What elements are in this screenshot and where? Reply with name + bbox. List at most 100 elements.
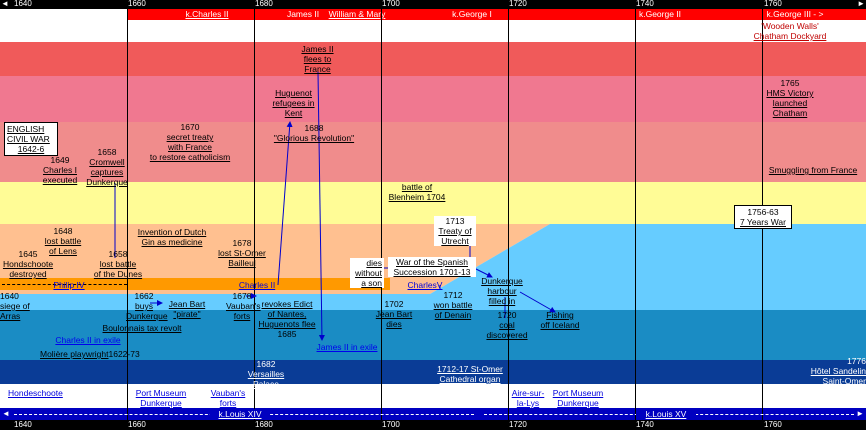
philip4-dashes — [2, 284, 127, 285]
war-spanish-succession-label[interactable]: War of the Spanish Succession 1701-13 — [388, 257, 476, 277]
battle-denain-label[interactable]: 1712 won battle of Denain — [433, 290, 473, 320]
chatham-dockyard-link[interactable]: Chatham Dockyard — [753, 31, 827, 41]
huguenot-refugees-label[interactable]: Huguenot refugees in Kent — [272, 88, 315, 118]
wooden-walls-label: 'Wooden Walls' — [761, 21, 819, 31]
monarch-george3: k.George III - > — [766, 9, 824, 19]
revokes-nantes-label[interactable]: revokes Edict of Nantes, Huguenots flee … — [258, 299, 316, 339]
band-teal-slope — [430, 294, 470, 310]
louis14-label[interactable]: k.Louis XIV — [210, 409, 270, 419]
tick-1700: 1700 — [382, 0, 400, 8]
cromwell-captures-label[interactable]: 1658 Cromwell captures Dunkerque — [86, 147, 128, 187]
seven-years-war-box[interactable]: 1756-63 7 Years War — [734, 205, 792, 229]
band-lightblue-left — [0, 294, 430, 310]
fishing-iceland-label[interactable]: Fishing off Iceland — [540, 310, 580, 330]
tick-1640: 1640 — [14, 0, 32, 8]
jean-bart-dies-label[interactable]: 1702 Jean Bart dies — [375, 299, 413, 329]
bottom-axis-bar — [0, 420, 866, 430]
monarch-bar — [127, 9, 866, 20]
dutch-gin-label[interactable]: Invention of Dutch Gin as medicine — [137, 227, 207, 247]
charles1-executed-label[interactable]: 1649 Charles I executed — [42, 155, 78, 185]
monarch-george2: k.George II — [638, 9, 682, 19]
charles2-exile-label[interactable]: Charles II in exile — [55, 335, 121, 345]
treaty-utrecht-label[interactable]: 1713 Treaty of Utrecht — [434, 216, 476, 246]
siege-arras-label[interactable]: 1640 siege of Arras — [0, 291, 30, 321]
lower-bands-svg — [0, 224, 866, 384]
place-port-museum-1[interactable]: Port Museum Dunkerque — [135, 388, 187, 408]
tick-1720: 1720 — [509, 0, 527, 8]
louis15-label[interactable]: k.Louis XV — [636, 409, 696, 419]
decade-line-1720 — [508, 9, 509, 420]
tick-bottom-1760: 1760 — [764, 420, 782, 429]
english-civil-war-box[interactable]: ENGLISH CIVIL WAR 1642-6 — [4, 122, 58, 156]
battle-dunes-label[interactable]: 1658 lost battle of the Dunes — [93, 249, 143, 279]
band-teal-lower — [0, 352, 866, 360]
arrow-dunkerque-fishing — [519, 291, 556, 313]
tick-1680: 1680 — [255, 0, 273, 8]
tick-bottom-1700: 1700 — [382, 420, 400, 429]
monarch-james2: James II — [286, 9, 320, 19]
band-top-white — [0, 20, 866, 42]
decade-line-1660 — [127, 9, 128, 420]
louis-left-arrow[interactable]: ◄ — [2, 409, 10, 418]
tick-bottom-1640: 1640 — [14, 420, 32, 429]
moliere-row: Molière playwright1622-73 — [40, 349, 140, 359]
decade-line-1680 — [254, 9, 255, 420]
monarch-william-mary[interactable]: William & Mary — [328, 9, 386, 19]
tick-1760: 1760 — [764, 0, 782, 8]
moliere-dates: 1622-73 — [108, 349, 140, 359]
philip4-label[interactable]: Philip IV — [53, 280, 85, 290]
hms-victory-label[interactable]: 1765 HMS Victory launched Chatham — [766, 78, 814, 118]
place-hondeschoote[interactable]: Hondeschoote — [8, 388, 63, 398]
decade-line-1700 — [381, 9, 382, 420]
left-arrow-top[interactable]: ◄ — [1, 0, 9, 8]
vauban-forts-1678-label[interactable]: 1678 Vauban's forts — [226, 291, 261, 321]
tick-bottom-1660: 1660 — [128, 420, 146, 429]
band-pink — [0, 76, 866, 122]
band-navy — [0, 360, 866, 384]
jean-bart-pirate-label[interactable]: Jean Bart "pirate" — [168, 299, 206, 319]
arrow-huguenot — [277, 121, 293, 286]
tick-1740: 1740 — [636, 0, 654, 8]
band-teal — [0, 310, 866, 352]
band-yellow — [0, 182, 866, 226]
place-aire-sur-la-lys[interactable]: Aire-sur- la-Lys — [511, 388, 545, 408]
louis-right-arrow[interactable]: ► — [856, 409, 864, 418]
top-axis-bar — [0, 0, 866, 9]
band-salmon — [0, 122, 866, 182]
blenheim-label[interactable]: battle of Blenheim 1704 — [388, 182, 446, 202]
hondschoote-destroyed-label[interactable]: 1645 Hondschoote destroyed — [2, 249, 54, 279]
boulonnais-label[interactable]: Boulonnais tax revolt — [102, 323, 182, 333]
dies-without-son-label[interactable]: dies without a son — [350, 258, 384, 288]
glorious-revolution-label[interactable]: 1688 "Glorious Revolution" — [273, 123, 355, 143]
st-omer-organ-label[interactable]: 1712-17 St-Omer Cathedral organ — [437, 364, 503, 384]
moliere-label[interactable]: Molière playwright — [40, 349, 109, 359]
band-orange — [0, 278, 390, 290]
monarch-george1: k.George I — [452, 9, 492, 19]
band-bottom-white — [0, 384, 866, 408]
dunkerque-harbour-label[interactable]: Dunkerque harbour filled in — [481, 276, 523, 306]
place-vauban-forts[interactable]: Vauban's forts — [210, 388, 246, 408]
place-port-museum-2[interactable]: Port Museum Dunkerque — [552, 388, 604, 408]
james2-flees-label[interactable]: James II flees to France — [301, 44, 334, 74]
secret-treaty-label[interactable]: 1670 secret treaty with France to restor… — [149, 122, 231, 162]
st-omer-bailleul-label[interactable]: 1678 lost St-Omer Bailleul — [218, 238, 266, 268]
monarch-charles2[interactable]: k.Charles II — [185, 9, 229, 19]
charles5-label[interactable]: CharlesV — [407, 280, 443, 290]
versailles-label[interactable]: 1682 Versailles Palace — [247, 359, 285, 389]
tick-1660: 1660 — [128, 0, 146, 8]
tick-bottom-1740: 1740 — [636, 420, 654, 429]
battle-lens-label[interactable]: 1648 lost battle of Lens — [44, 226, 82, 256]
arrow-james2-exile — [317, 71, 325, 341]
band-red — [0, 42, 866, 76]
band-lightblue-right — [430, 224, 866, 310]
tick-bottom-1680: 1680 — [255, 420, 273, 429]
smuggling-label[interactable]: Smuggling from France — [768, 165, 858, 175]
coal-discovered-label[interactable]: 1720 coal discovered — [486, 310, 528, 340]
buys-dunkerque-label[interactable]: 1662 buys Dunkerque — [126, 291, 168, 321]
charles2-spain-label[interactable]: Charles II — [238, 280, 276, 290]
hotel-sandelin-label[interactable]: 1776 Hôtel Sandelin Saint-Omer — [810, 356, 866, 386]
right-arrow-top[interactable]: ► — [857, 0, 865, 8]
decade-line-1740 — [635, 9, 636, 420]
james2-exile-label[interactable]: James II in exile — [316, 342, 378, 352]
